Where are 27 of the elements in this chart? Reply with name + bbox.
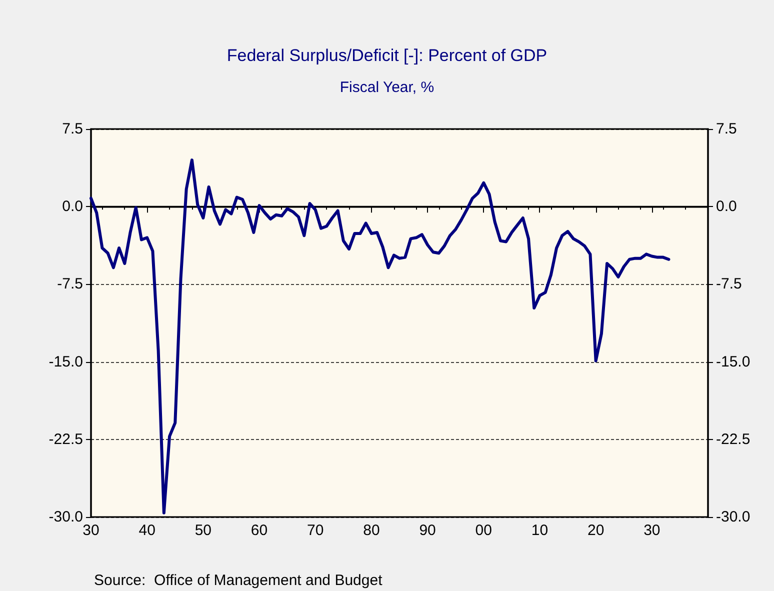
y2-tick-label: -30.0 [716, 508, 750, 526]
y2-tick-label: 0.0 [716, 198, 737, 216]
x-tick-label: 70 [307, 522, 324, 539]
y-tick-label: -30.0 [48, 508, 83, 526]
y-tick-label: 0.0 [62, 198, 83, 216]
y2-tick-label: -7.5 [716, 276, 742, 293]
x-tick-label: 90 [419, 522, 436, 539]
chart-title: Federal Surplus/Deficit [-]: Percent of GDP [226, 46, 548, 65]
x-tick-label: 80 [363, 522, 380, 539]
x-tick-label: 30 [82, 522, 100, 539]
x-tick-label: 50 [194, 522, 212, 539]
y2-tick-label: -22.5 [716, 430, 750, 448]
y-tick-label: 7.5 [62, 120, 83, 138]
chart-subtitle: Fiscal Year, % [340, 79, 434, 96]
line-series [90, 158, 670, 514]
y2-tick-label: -15.0 [716, 353, 750, 370]
source-note: Source: Office of Management and Budget [94, 572, 384, 589]
y-tick-label: -15.0 [48, 353, 83, 370]
y-tick-label: -22.5 [48, 430, 83, 448]
y2-tick-label: 7.5 [716, 120, 737, 138]
x-tick-label: 60 [250, 522, 268, 539]
x-tick-label: 10 [531, 522, 548, 539]
y-tick-label: -7.5 [57, 276, 83, 293]
x-tick-label: 30 [644, 522, 660, 539]
x-tick-label: 20 [587, 522, 604, 539]
x-tick-label: 00 [475, 522, 492, 539]
x-tick-label: 40 [138, 522, 156, 539]
